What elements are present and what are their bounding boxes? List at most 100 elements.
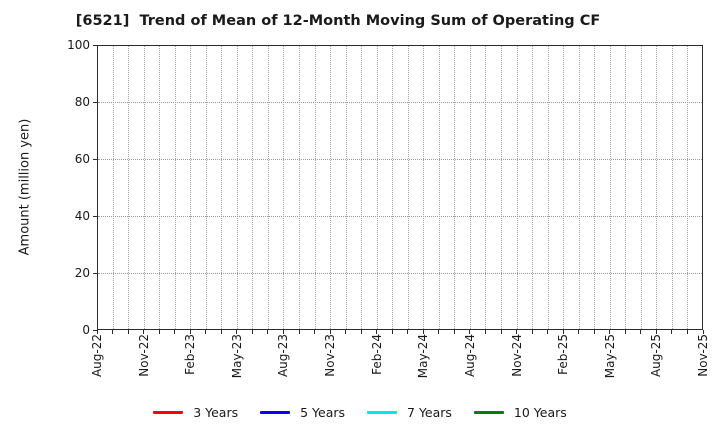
x-gridline	[283, 46, 285, 329]
legend-label: 7 Years	[407, 404, 452, 420]
x-gridline	[236, 46, 238, 329]
x-gridline	[469, 46, 471, 329]
x-tick-mark	[376, 330, 378, 334]
x-gridline	[640, 46, 642, 329]
x-tick-mark	[702, 330, 704, 334]
x-tick-mark	[314, 330, 316, 334]
x-tick-mark	[686, 330, 688, 334]
legend-line-swatch	[473, 410, 504, 414]
x-gridline	[485, 46, 487, 329]
x-tick-mark	[174, 330, 176, 334]
x-tick-mark	[453, 330, 455, 334]
plot-area	[97, 45, 703, 330]
y-tick-mark	[93, 329, 97, 331]
x-tick-label: Feb-23	[183, 334, 198, 375]
y-tick-label: 0	[82, 322, 90, 337]
x-gridline	[112, 46, 114, 329]
x-tick-mark	[500, 330, 502, 334]
x-tick-mark	[655, 330, 657, 334]
x-tick-mark	[112, 330, 114, 334]
x-gridline	[532, 46, 534, 329]
y-tick-mark	[93, 215, 97, 217]
x-tick-label: Nov-23	[323, 334, 338, 377]
x-gridline	[221, 46, 223, 329]
x-tick-mark	[578, 330, 580, 334]
y-gridline	[98, 159, 702, 160]
legend-item-5-years: 5 Years	[260, 405, 345, 420]
x-gridline	[392, 46, 394, 329]
x-gridline	[314, 46, 316, 329]
x-tick-mark	[671, 330, 673, 334]
x-tick-label: Aug-22	[90, 334, 104, 378]
x-tick-mark	[267, 330, 269, 334]
y-tick-mark	[93, 44, 97, 46]
x-gridline	[516, 46, 518, 329]
x-gridline	[563, 46, 565, 329]
x-tick-label: Feb-24	[369, 334, 384, 375]
x-gridline	[407, 46, 409, 329]
x-gridline	[159, 46, 161, 329]
x-tick-label: Aug-23	[276, 334, 291, 378]
x-gridline	[438, 46, 440, 329]
x-gridline	[501, 46, 502, 329]
x-tick-mark	[298, 330, 300, 334]
x-tick-label: Aug-25	[649, 334, 664, 378]
x-tick-mark	[158, 330, 160, 334]
x-tick-mark	[143, 330, 145, 334]
chart-title: [6521] Trend of Mean of 12-Month Moving …	[75, 13, 601, 29]
x-tick-mark	[531, 330, 533, 334]
x-tick-label: Aug-24	[462, 334, 477, 378]
x-tick-label: Nov-22	[136, 334, 151, 377]
x-tick-mark	[189, 330, 191, 334]
x-tick-mark	[484, 330, 486, 334]
y-tick-label: 20	[74, 265, 90, 280]
x-gridline	[578, 46, 580, 329]
y-tick-label: 80	[74, 94, 90, 109]
x-tick-mark	[547, 330, 549, 334]
x-tick-mark	[96, 330, 98, 334]
x-tick-mark	[438, 330, 440, 334]
x-tick-mark	[345, 330, 347, 334]
x-tick-label: May-23	[229, 334, 244, 379]
x-tick-mark	[220, 330, 222, 334]
x-gridline	[687, 46, 689, 329]
x-gridline	[252, 46, 254, 329]
x-gridline	[656, 46, 658, 329]
legend-label: 3 Years	[193, 404, 239, 420]
x-tick-mark	[391, 330, 393, 334]
x-tick-mark	[640, 330, 642, 334]
x-gridline	[361, 46, 363, 329]
x-gridline	[594, 46, 596, 329]
x-tick-mark	[127, 330, 129, 334]
legend-item-10-years: 10 Years	[473, 405, 567, 420]
x-tick-mark	[360, 330, 362, 334]
y-tick-label: 100	[67, 37, 90, 52]
x-tick-mark	[624, 330, 626, 334]
x-tick-label: May-25	[602, 334, 617, 379]
x-tick-mark	[422, 330, 424, 334]
x-gridline	[423, 46, 425, 329]
y-gridline	[98, 102, 702, 103]
x-tick-mark	[469, 330, 471, 334]
x-gridline	[205, 46, 207, 329]
x-gridline	[345, 46, 347, 329]
legend-item-7-years: 7 Years	[367, 405, 452, 420]
x-tick-mark	[236, 330, 238, 334]
x-gridline	[454, 46, 456, 329]
x-tick-mark	[593, 330, 595, 334]
legend-line-swatch	[153, 410, 184, 414]
y-tick-mark	[93, 272, 97, 274]
x-gridline	[609, 46, 611, 329]
x-gridline	[267, 46, 269, 329]
legend-label: 5 Years	[300, 404, 346, 420]
x-tick-label: Nov-24	[509, 334, 524, 377]
x-gridline	[190, 46, 192, 329]
x-tick-label: Feb-25	[556, 334, 571, 375]
legend-line-swatch	[260, 410, 291, 414]
y-tick-label: 40	[74, 208, 90, 223]
legend: 3 Years 5 Years 7 Years 10 Years	[0, 403, 720, 421]
x-tick-mark	[205, 330, 207, 334]
x-tick-mark	[516, 330, 518, 334]
y-tick-label: 60	[74, 151, 90, 166]
x-gridline	[128, 46, 130, 329]
